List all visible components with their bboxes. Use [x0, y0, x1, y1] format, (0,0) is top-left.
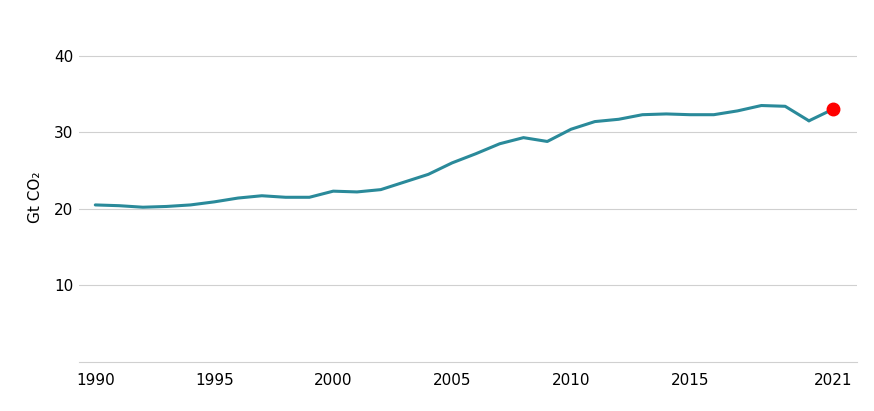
Y-axis label: Gt CO₂: Gt CO₂ [28, 171, 43, 223]
